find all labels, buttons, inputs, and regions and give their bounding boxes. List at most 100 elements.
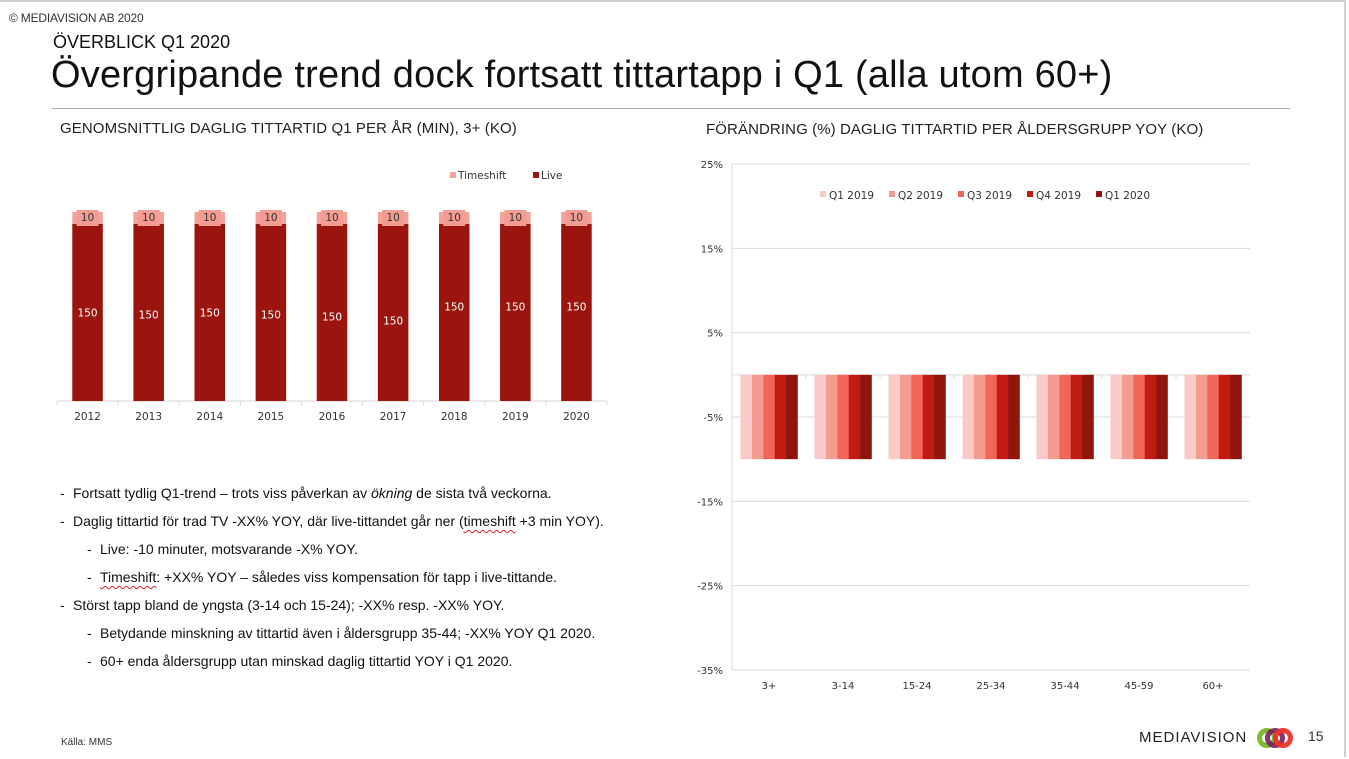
bar-q1-2020-45-59 [1156,374,1168,460]
data-label-timeshift-2020: 10 [570,212,583,224]
data-label-live-2014: 150 [200,307,220,319]
bullet-dash: - [60,597,65,613]
x-tick-label: 15-24 [902,681,931,690]
x-tick-label: 3+ [762,681,777,690]
legend-swatch-q1-2020 [1096,191,1102,197]
left-chart-title: GENOMSNITTLIG DAGLIG TITTARTID Q1 PER ÅR… [60,120,517,137]
bullet-item: -60+ enda åldersgrupp utan minskad dagli… [60,652,700,680]
legend-swatch-q2-2019 [889,191,895,197]
bullet-item: - Live: -10 minuter, motsvarande -X% YOY. [60,540,700,568]
bar-q3-2019-3-14 [837,374,849,460]
bar-q3-2019-35-44 [1059,374,1071,460]
bar-q1-2020-3-14 [860,374,872,460]
x-tick-label: 45-59 [1124,681,1153,690]
y-tick-label: -25% [697,582,723,593]
legend-swatch-live [533,172,539,178]
bar-live-2015 [255,223,287,401]
bar-live-2014 [194,223,226,401]
legend-label-q3-2019: Q3 2019 [967,190,1012,202]
legend-swatch-timeshift [450,172,456,178]
data-label-live-2020: 150 [566,301,586,313]
data-label-timeshift-2018: 10 [448,212,461,224]
bar-live-2018 [438,223,470,401]
x-tick-label: 3-14 [832,681,855,690]
x-tick-label: 60+ [1202,681,1223,690]
bullet-text: Betydande minskning av tittartid även i … [100,625,596,641]
data-label-bg [443,210,466,226]
x-tick-label: 2013 [135,411,162,423]
data-label-bg [565,210,588,226]
bar-q1-2019-3-14 [814,374,827,460]
bullet-text: : +XX% YOY – således viss kompensation f… [156,569,557,585]
data-label-live-2012: 150 [78,307,98,319]
bullet-text: Timeshift [100,569,157,585]
legend-swatch-q3-2019 [958,191,964,197]
data-label-bg [259,210,282,226]
bar-live-2013 [133,223,164,401]
bar-q4-2019-60+ [1218,374,1231,460]
viewing-time-stacked-bar-chart: 150 10 2012 150 10 2013 150 10 2014 150 10 2015 150 1… [56,170,608,423]
bar-q1-2019-60+ [1184,374,1197,460]
legend-label-q2-2019: Q2 2019 [898,190,943,202]
x-tick-label: 2015 [258,411,285,423]
data-label-bg [321,210,343,226]
bar-live-2012 [72,223,103,401]
bar-q2-2019-25-34 [973,374,986,460]
legend-swatch-q4-2019 [1027,191,1033,197]
bullet-text: ökning [371,485,413,501]
data-label-bg [76,210,99,226]
bar-q1-2020-15-24 [934,374,946,460]
copyright: © MEDIAVISION AB 2020 [9,11,144,25]
data-label-bg [198,210,221,226]
bar-q2-2019-45-59 [1121,374,1134,460]
bullet-item: - Störst tapp bland de yngsta (3-14 och 1… [60,596,700,624]
bullet-item: - Betydande minskning av tittartid även i… [60,624,700,652]
data-label-live-2015: 150 [261,309,281,321]
bullet-text: 60+ enda åldersgrupp utan minskad daglig… [100,653,513,669]
y-tick-label: 25% [701,160,723,171]
section-kicker: ÖVERBLICK Q1 2020 [53,32,231,52]
bullet-dash: - [87,625,92,641]
data-label-live-2017: 150 [383,315,403,327]
right-chart-title: FÖRÄNDRING (%) DAGLIG TITTARTID PER ÅLDE… [706,121,1204,138]
data-label-live-2019: 150 [505,301,525,313]
data-label-timeshift-2014: 10 [203,212,216,224]
bar-q1-2019-35-44 [1036,374,1049,460]
slide-title: Övergripande trend dock fortsatt tittart… [51,54,1113,96]
bar-q4-2019-25-34 [996,374,1009,460]
x-tick-label: 2018 [441,411,468,423]
age-group-change-bar-chart: 25% 15% 5% -5% -15% -25% -35% 3+ 3-14 15-24 25-34 3… [697,160,1250,690]
bullet-dash: - [87,569,92,585]
bullet-list: - Fortsatt tydlig Q1-trend – trots viss p… [60,484,700,680]
data-label-timeshift-2017: 10 [386,212,399,224]
bullet-item: - Daglig tittartid för trad TV -XX% YOY, … [60,512,700,540]
bar-q2-2019-60+ [1195,374,1208,460]
legend-label-timeshift: Timeshift [457,170,506,182]
y-tick-label: 15% [701,244,723,255]
mediavision-logo-icon [1257,728,1293,748]
y-tick-label: -5% [704,413,723,424]
bar-q3-2019-3+ [763,374,775,460]
x-tick-label: 2017 [380,411,407,423]
data-label-timeshift-2015: 10 [264,212,277,224]
bar-live-2017 [377,223,409,401]
data-label-timeshift-2012: 10 [81,212,94,224]
x-tick-label: 35-44 [1050,681,1079,690]
title-divider [52,108,1290,109]
bar-q4-2019-35-44 [1070,374,1083,460]
bar-q3-2019-45-59 [1133,374,1145,460]
y-tick-label: -15% [697,497,723,508]
bar-q4-2019-3+ [774,374,787,460]
bar-q1-2020-25-34 [1008,374,1020,460]
data-label-bg [382,210,405,226]
page-number: 15 [1308,728,1324,744]
legend-label-q1-2020: Q1 2020 [1105,190,1150,202]
data-label-bg [137,210,160,226]
bar-q1-2019-3+ [740,374,753,460]
bar-live-2016 [316,223,348,401]
legend-label-q4-2019: Q4 2019 [1036,190,1081,202]
bar-q1-2020-60+ [1230,374,1242,460]
bar-q1-2019-15-24 [888,374,901,460]
data-label-live-2018: 150 [444,301,464,313]
bullet-text: Fortsatt tydlig Q1-trend – trots viss på… [73,485,372,501]
